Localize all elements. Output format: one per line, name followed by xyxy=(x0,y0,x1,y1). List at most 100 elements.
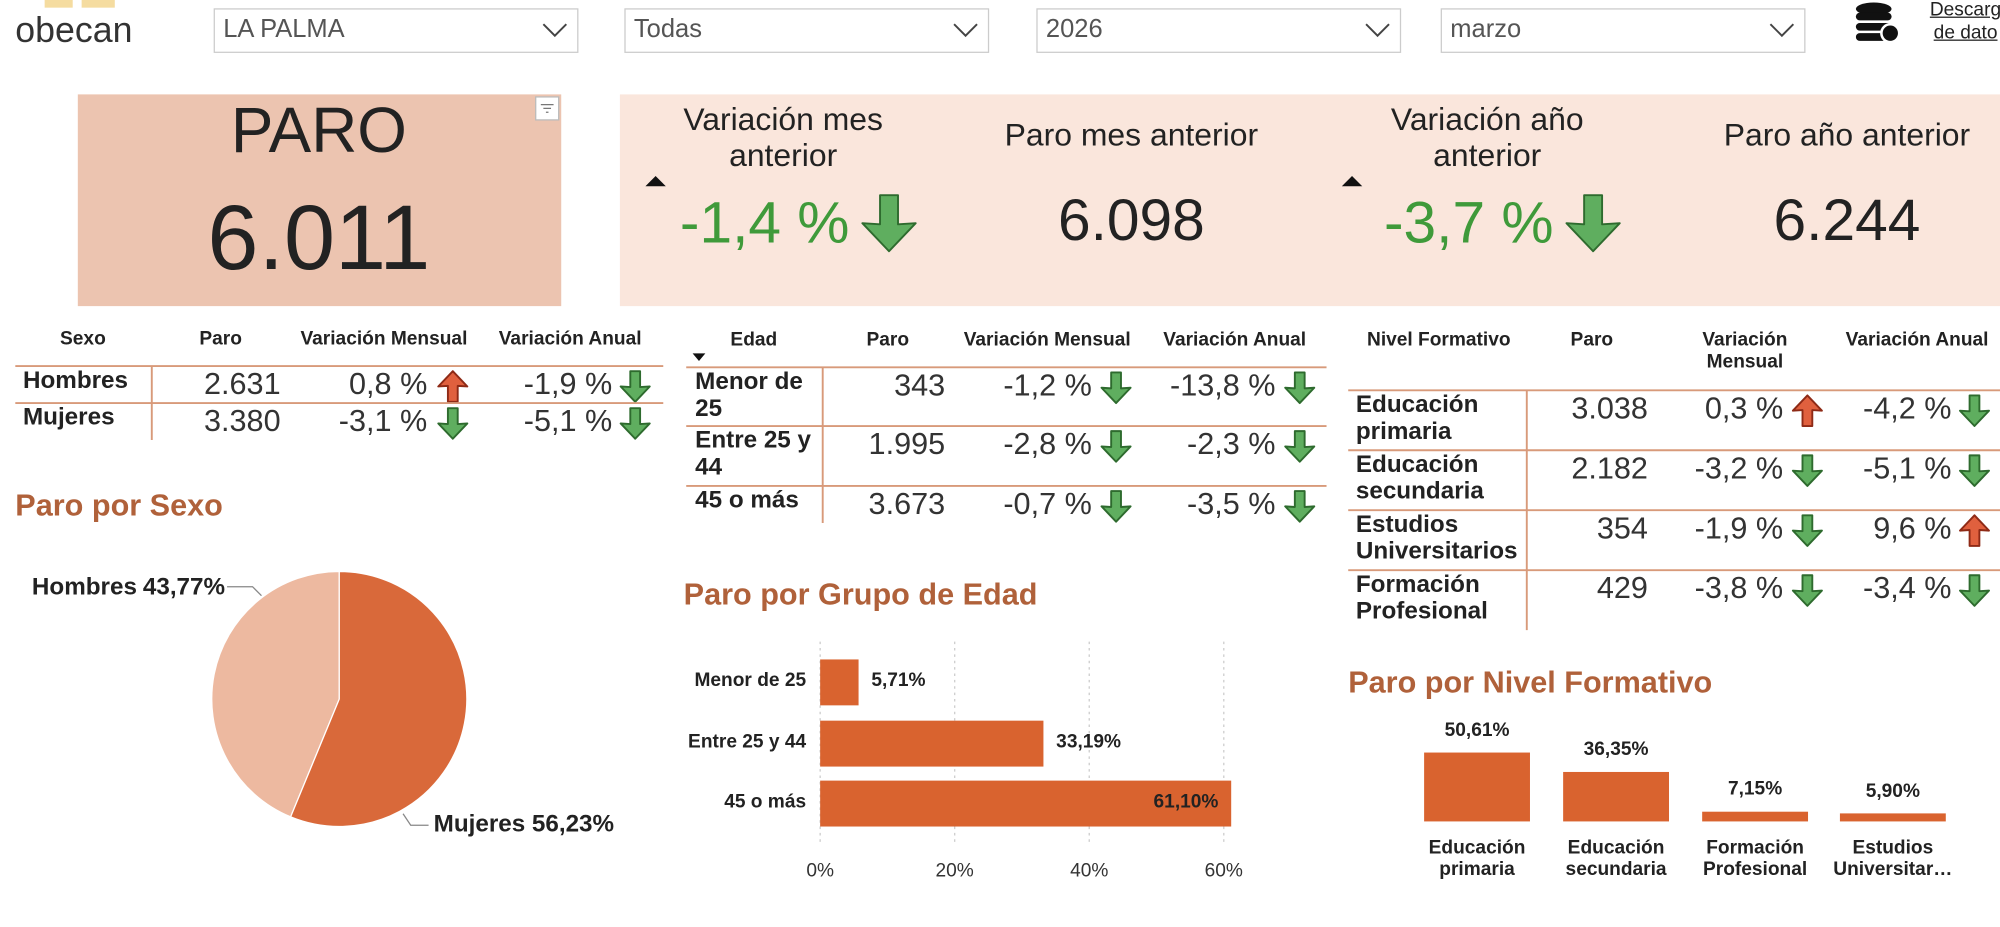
bar xyxy=(820,659,859,706)
row-label: Hombres xyxy=(22,367,129,395)
data-label: 61,10% xyxy=(1153,790,1219,813)
column-header: Variación Mensual xyxy=(1702,329,1788,373)
row-label: Estudios Universitarios xyxy=(1355,511,1518,565)
arrow-down xyxy=(1100,371,1132,405)
cell-value: 3.380 xyxy=(204,404,281,439)
kpi-label: Variación mes anterior xyxy=(683,102,883,174)
arrow-down xyxy=(1284,490,1316,523)
chevron xyxy=(953,23,978,38)
cell-value: -4,2 % xyxy=(1863,391,1952,427)
arrow-down xyxy=(1791,574,1823,607)
arrow-down xyxy=(437,407,469,440)
cell-value: 3.038 xyxy=(1571,391,1648,427)
pie-slice xyxy=(211,570,340,818)
chart-title: Paro por Grupo de Edad xyxy=(683,577,1038,613)
cell-value: -1,9 % xyxy=(523,367,613,402)
column-header: Variación Anual xyxy=(498,327,642,350)
arrow-down xyxy=(1100,490,1132,523)
dropdown-value[interactable]: Todas xyxy=(633,15,703,44)
column-header: Variación Anual xyxy=(1163,329,1307,351)
row-label: Educación secundaria xyxy=(1355,451,1484,505)
dropdown-value[interactable]: marzo xyxy=(1450,15,1522,44)
cell-value: -5,1 % xyxy=(1863,451,1952,486)
kpi-panel xyxy=(619,94,2000,307)
data-label: 5,71% xyxy=(871,669,926,692)
arrow-up xyxy=(1791,394,1823,427)
cell-value: -2,3 % xyxy=(1187,427,1276,462)
cell-value: 2.631 xyxy=(204,367,281,402)
arrow-down xyxy=(619,407,651,440)
row-label: Entre 25 y 44 xyxy=(695,427,812,481)
bar xyxy=(1563,771,1670,822)
sort-indicator xyxy=(645,176,666,187)
dropdown[interactable] xyxy=(624,8,990,53)
slice-label: Mujeres xyxy=(433,811,526,839)
cell-value: 1.995 xyxy=(868,427,946,462)
column-header: Edad xyxy=(730,329,778,351)
column-header: Sexo xyxy=(60,327,106,350)
arrow-down xyxy=(861,194,917,253)
row-label: Formación Profesional xyxy=(1355,571,1488,625)
bar xyxy=(1424,752,1530,822)
leader-line xyxy=(227,586,262,597)
arrow-down xyxy=(1791,454,1823,487)
data-label: 50,61% xyxy=(1444,719,1510,742)
cell-value: -1,9 % xyxy=(1694,511,1784,546)
dropdown[interactable] xyxy=(1036,8,1402,53)
arrow-down xyxy=(1284,430,1316,463)
kpi-variation: -3,7 % xyxy=(1383,188,1554,256)
kpi-label: Variación año anterior xyxy=(1390,102,1584,174)
data-label: 33,19% xyxy=(1056,730,1122,753)
cell-value: 9,6 % xyxy=(1873,511,1952,546)
kpi-title: PARO xyxy=(230,94,407,166)
logo: obecan xyxy=(15,10,133,50)
y-tick-label: Menor de 25 xyxy=(694,669,807,692)
cell-value: 343 xyxy=(894,368,946,404)
cell-value: -3,5 % xyxy=(1187,487,1276,522)
slice-value: 43,77% xyxy=(142,573,226,601)
data-label: 36,35% xyxy=(1583,738,1649,761)
cell-value: -3,1 % xyxy=(338,404,428,439)
x-tick-label: 20% xyxy=(935,859,974,882)
dropdown-value[interactable]: 2026 xyxy=(1045,15,1103,44)
logo-mark xyxy=(44,0,73,8)
bar xyxy=(1702,811,1809,822)
chart-title: Paro por Sexo xyxy=(15,488,223,523)
pie-slice xyxy=(289,570,468,828)
cell-value: -2,8 % xyxy=(1003,427,1092,462)
column-header: Paro xyxy=(866,329,910,351)
cell-value: -3,4 % xyxy=(1863,571,1952,606)
arrow-down xyxy=(1284,371,1316,405)
chevron xyxy=(1769,23,1795,38)
dropdown-value[interactable]: LA PALMA xyxy=(223,15,345,44)
slice-label: Hombres xyxy=(31,573,137,601)
arrow-down xyxy=(619,370,651,403)
arrow-down xyxy=(1791,514,1823,547)
sort-indicator xyxy=(692,353,706,361)
slice-value: 56,23% xyxy=(531,811,615,839)
database-icon[interactable] xyxy=(1855,2,1901,44)
download-link[interactable]: de dato xyxy=(1933,21,1998,44)
kpi-variation: -1,4 % xyxy=(679,188,850,256)
dropdown[interactable] xyxy=(213,8,579,53)
cell-value: 429 xyxy=(1596,571,1648,606)
sort-indicator xyxy=(1341,176,1363,187)
dropdown[interactable] xyxy=(1440,8,1806,53)
row-label: Educación primaria xyxy=(1355,391,1479,446)
column-header: Paro xyxy=(1570,329,1614,351)
row-label: 45 o más xyxy=(695,487,799,515)
column-header: Variación Mensual xyxy=(300,327,468,350)
x-tick-label: Estudios Universitar… xyxy=(1833,836,1953,880)
y-tick-label: Entre 25 y 44 xyxy=(688,730,807,753)
y-tick-label: 45 o más xyxy=(724,790,807,813)
bar xyxy=(820,720,1044,767)
x-tick-label: 0% xyxy=(806,859,834,882)
download-link[interactable]: Descarg xyxy=(1929,0,2000,21)
arrow-down xyxy=(1958,454,1990,487)
arrow-down xyxy=(1100,430,1132,463)
chevron xyxy=(542,23,568,38)
logo-mark xyxy=(81,0,115,8)
